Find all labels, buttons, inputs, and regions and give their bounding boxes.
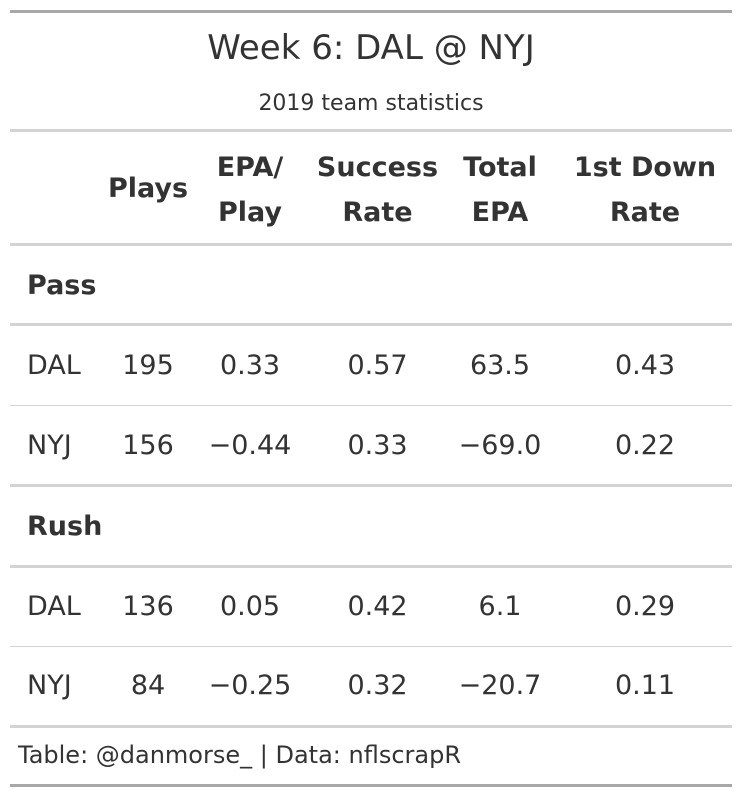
table-bottom-rule (10, 725, 732, 728)
column-header-total-epa: Total EPA (463, 152, 537, 228)
bottom-rule (10, 784, 732, 787)
cell-epa-per-play: −0.25 (208, 670, 292, 701)
group-rule (10, 484, 732, 487)
group-label-pass: Pass (27, 270, 97, 301)
header-rule (10, 129, 732, 132)
cell-epa-per-play: −0.44 (208, 430, 292, 461)
cell-first-down-rate: 0.22 (614, 430, 676, 461)
cell-total-epa: 6.1 (478, 591, 522, 622)
cell-first-down-rate: 0.43 (614, 350, 676, 381)
table-title: Week 6: DAL @ NYJ (207, 28, 535, 68)
row-team-label: DAL (27, 591, 81, 622)
cell-plays: 195 (122, 350, 174, 381)
column-header-plays: Plays (107, 173, 189, 204)
cell-first-down-rate: 0.11 (614, 670, 676, 701)
cell-plays: 84 (130, 670, 166, 701)
group-rule (10, 565, 732, 568)
row-rule (10, 405, 732, 406)
cell-success-rate: 0.42 (347, 591, 408, 622)
cell-total-epa: −69.0 (458, 430, 542, 461)
column-header-epa-per-play: EPA/ Play (216, 152, 284, 228)
row-team-label: NYJ (27, 670, 72, 701)
group-label-rush: Rush (27, 511, 103, 542)
cell-success-rate: 0.57 (347, 350, 408, 381)
cell-success-rate: 0.33 (347, 430, 408, 461)
row-rule (10, 646, 732, 647)
table-subtitle: 2019 team statistics (258, 91, 484, 116)
row-team-label: NYJ (27, 430, 72, 461)
cell-epa-per-play: 0.33 (219, 350, 281, 381)
column-header-success-rate: Success Rate (316, 152, 439, 228)
cell-plays: 156 (122, 430, 174, 461)
cell-epa-per-play: 0.05 (219, 591, 281, 622)
cell-plays: 136 (122, 591, 174, 622)
row-team-label: DAL (27, 350, 81, 381)
cell-first-down-rate: 0.29 (614, 591, 676, 622)
cell-total-epa: 63.5 (469, 350, 531, 381)
cell-total-epa: −20.7 (458, 670, 542, 701)
top-rule (10, 10, 732, 13)
cell-success-rate: 0.32 (347, 670, 408, 701)
source-note: Table: @danmorse_ | Data: nflscrapR (18, 741, 462, 769)
group-rule (10, 323, 732, 326)
column-header-rule (10, 243, 732, 246)
column-header-first-down-rate: 1st Down Rate (573, 152, 717, 228)
